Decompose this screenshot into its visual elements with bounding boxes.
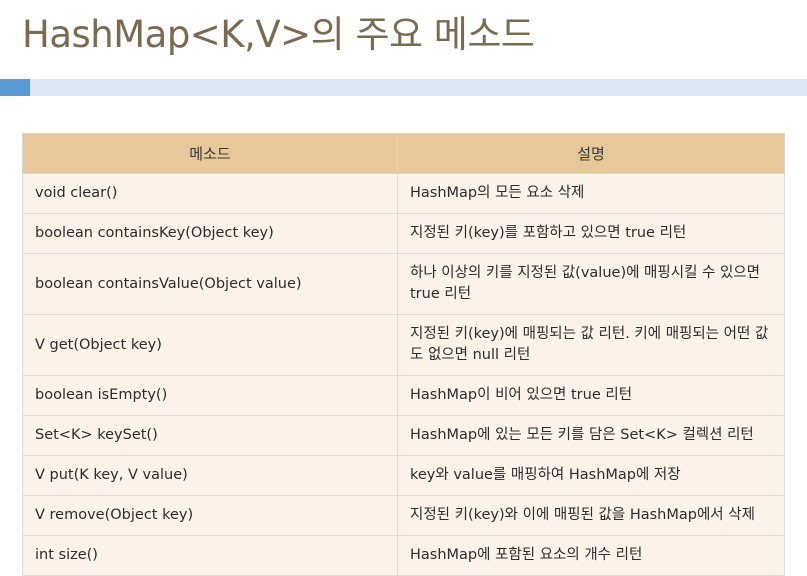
hashmap-method-table: 메소드 설명 void clear() HashMap의 모든 요소 삭제 bo…: [22, 133, 785, 576]
table-row: V get(Object key) 지정된 키(key)에 매핑되는 값 리턴.…: [22, 314, 785, 377]
cell-description: HashMap의 모든 요소 삭제: [397, 172, 785, 215]
cell-method: V put(K key, V value): [22, 455, 398, 497]
cell-method: boolean isEmpty(): [22, 375, 398, 417]
accent-bar-left: [0, 79, 30, 96]
accent-bar-right: [30, 79, 807, 96]
table-row: Set<K> keySet() HashMap에 있는 모든 키를 담은 Set…: [22, 415, 785, 457]
cell-method: int size(): [22, 535, 398, 576]
table-body: void clear() HashMap의 모든 요소 삭제 boolean c…: [22, 172, 785, 576]
table-header: 메소드 설명: [22, 133, 785, 174]
table-row: V remove(Object key) 지정된 키(key)와 이에 매핑된 …: [22, 495, 785, 537]
cell-method: V remove(Object key): [22, 495, 398, 537]
cell-method: boolean containsValue(Object value): [22, 253, 398, 316]
table-row: int size() HashMap에 포함된 요소의 개수 리턴: [22, 535, 785, 576]
cell-method: Set<K> keySet(): [22, 415, 398, 457]
slide-canvas: HashMap<K,V>의 주요 메소드 메소드 설명 void clear()…: [0, 13, 807, 576]
cell-description: 지정된 키(key)와 이에 매핑된 값을 HashMap에서 삭제: [397, 495, 785, 537]
page-title: HashMap<K,V>의 주요 메소드: [22, 13, 535, 56]
column-header-method: 메소드: [22, 133, 398, 174]
cell-method: V get(Object key): [22, 314, 398, 377]
cell-description: 하나 이상의 키를 지정된 값(value)에 매핑시킬 수 있으면 true …: [397, 253, 785, 316]
cell-description: key와 value를 매핑하여 HashMap에 저장: [397, 455, 785, 497]
cell-method: void clear(): [22, 172, 398, 215]
cell-description: 지정된 키(key)를 포함하고 있으면 true 리턴: [397, 213, 785, 255]
table-row: boolean containsKey(Object key) 지정된 키(ke…: [22, 213, 785, 255]
cell-description: HashMap에 포함된 요소의 개수 리턴: [397, 535, 785, 576]
cell-description: HashMap에 있는 모든 키를 담은 Set<K> 컬렉션 리턴: [397, 415, 785, 457]
table-row: boolean containsValue(Object value) 하나 이…: [22, 253, 785, 316]
table-row: boolean isEmpty() HashMap이 비어 있으면 true 리…: [22, 375, 785, 417]
table-header-row: 메소드 설명: [22, 133, 785, 174]
table-row: void clear() HashMap의 모든 요소 삭제: [22, 172, 785, 215]
method-table-container: 메소드 설명 void clear() HashMap의 모든 요소 삭제 bo…: [22, 133, 785, 576]
column-header-description: 설명: [397, 133, 785, 174]
cell-description: HashMap이 비어 있으면 true 리턴: [397, 375, 785, 417]
cell-method: boolean containsKey(Object key): [22, 213, 398, 255]
table-row: V put(K key, V value) key와 value를 매핑하여 H…: [22, 455, 785, 497]
cell-description: 지정된 키(key)에 매핑되는 값 리턴. 키에 매핑되는 어떤 값도 없으면…: [397, 314, 785, 377]
